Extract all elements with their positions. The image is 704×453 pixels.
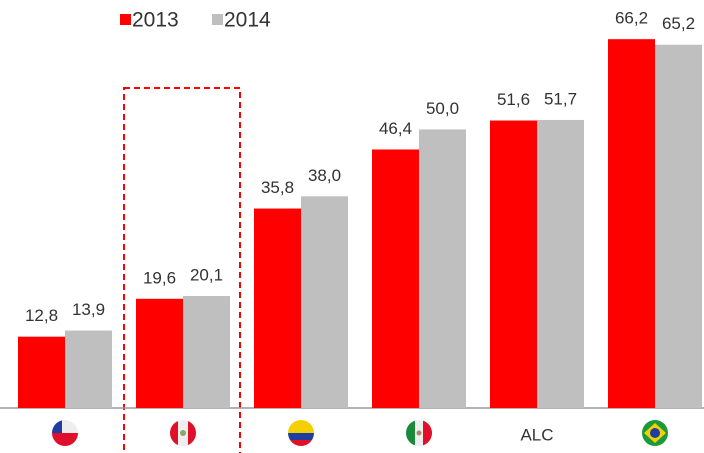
legend-swatch — [120, 14, 131, 25]
value-label: 46,4 — [379, 119, 412, 138]
x-tick-label: ALC — [520, 425, 553, 444]
bar — [490, 120, 537, 408]
flag-mexico — [406, 420, 432, 446]
bar — [372, 149, 419, 408]
bar — [183, 296, 230, 408]
bar — [254, 208, 301, 408]
value-label: 51,7 — [544, 89, 577, 108]
value-label: 50,0 — [426, 99, 459, 118]
value-label: 65,2 — [662, 14, 695, 33]
highlight-box — [123, 87, 241, 453]
bar — [655, 44, 702, 408]
bar — [18, 336, 65, 408]
bar — [419, 129, 466, 408]
value-label: 19,6 — [143, 268, 176, 287]
value-label: 35,8 — [261, 178, 294, 197]
value-label: 38,0 — [308, 166, 341, 185]
bar — [136, 298, 183, 408]
flag-brazil — [642, 420, 668, 446]
value-label: 66,2 — [615, 9, 648, 28]
value-label: 13,9 — [72, 300, 105, 319]
value-label: 51,6 — [497, 90, 530, 109]
legend-swatch — [212, 14, 223, 25]
value-label: 20,1 — [190, 265, 223, 284]
flag-chile — [52, 420, 78, 446]
legend-label: 2013 — [132, 9, 179, 32]
legend-label: 2014 — [224, 9, 271, 32]
flag-peru — [170, 420, 196, 446]
bar — [301, 196, 348, 408]
bar — [608, 39, 655, 409]
bar — [537, 119, 584, 408]
bar — [65, 330, 112, 408]
flag-colombia — [288, 420, 314, 446]
value-label: 12,8 — [25, 306, 58, 325]
